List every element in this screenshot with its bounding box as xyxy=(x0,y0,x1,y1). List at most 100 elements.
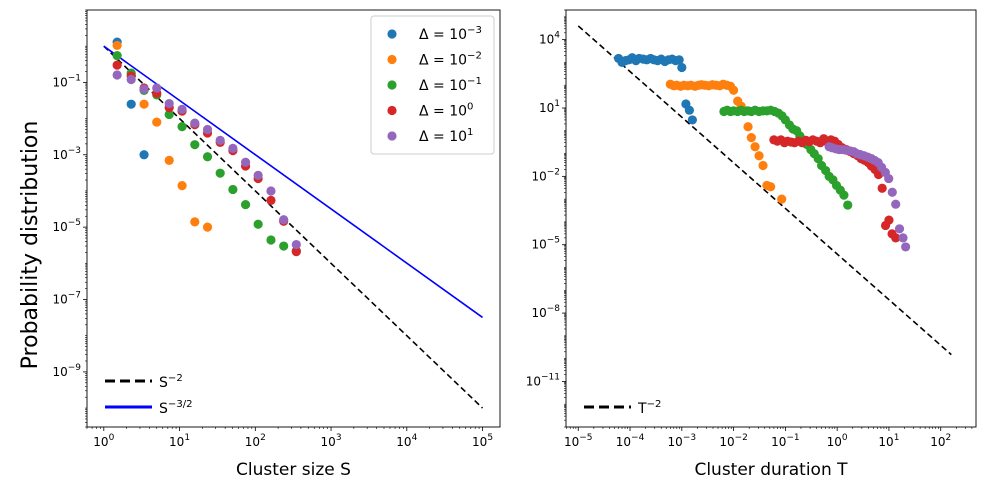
legend-label: Δ = 10−2 xyxy=(419,51,482,69)
legend-label: Δ = 10−1 xyxy=(419,76,482,94)
data-point xyxy=(202,124,213,135)
x-tick-label: 104 xyxy=(396,433,417,449)
x-tick-label: 101 xyxy=(169,433,190,449)
x-tick-label: 10−1 xyxy=(771,433,800,449)
series xyxy=(613,53,697,125)
data-point xyxy=(813,154,823,164)
data-point xyxy=(291,239,301,250)
data-point xyxy=(112,40,122,51)
x-axis-label: Cluster size S xyxy=(236,460,351,480)
data-point xyxy=(291,247,301,257)
legend-marker xyxy=(387,105,397,116)
legend-label: Δ = 100 xyxy=(419,102,473,120)
series xyxy=(665,79,787,204)
data-point xyxy=(126,74,136,85)
data-point xyxy=(215,168,225,178)
minor-ticks xyxy=(564,9,973,429)
legend-box xyxy=(370,15,495,155)
legend-label: T−2 xyxy=(637,399,661,417)
data-point xyxy=(240,199,251,210)
data-point xyxy=(177,181,187,191)
y-tick-label: 10−1 xyxy=(52,73,81,89)
data-point xyxy=(891,233,901,243)
x-tick-label: 100 xyxy=(93,433,114,449)
data-point xyxy=(746,133,756,143)
x-tick-label: 100 xyxy=(827,433,848,449)
y-tick-label: 10−5 xyxy=(52,218,81,234)
data-point xyxy=(202,222,213,232)
data-point xyxy=(266,195,276,205)
y-tick-label: 10−3 xyxy=(52,146,81,162)
data-point xyxy=(139,99,149,109)
legend-label: S−3/2 xyxy=(159,399,193,417)
y-tick-label: 10−9 xyxy=(52,363,81,379)
reference-line xyxy=(103,45,484,319)
data-point xyxy=(279,241,289,251)
x-tick-label: 101 xyxy=(878,433,899,449)
data-point xyxy=(750,142,760,152)
plot-area xyxy=(103,37,484,409)
data-point xyxy=(677,62,687,73)
data-point xyxy=(177,104,187,114)
data-point xyxy=(901,242,911,252)
x-tick-label: 10−2 xyxy=(719,433,748,449)
y-tick-label: 10−7 xyxy=(52,291,81,307)
x-tick-label: 102 xyxy=(930,433,951,449)
data-point xyxy=(164,109,174,120)
axes-frame xyxy=(86,9,501,428)
data-point xyxy=(279,215,289,225)
data-point xyxy=(112,50,122,61)
y-tick-label: 10−5 xyxy=(531,236,560,252)
data-point xyxy=(253,170,263,180)
data-point xyxy=(777,194,787,204)
data-point xyxy=(190,140,200,150)
x-tick-label: 105 xyxy=(472,433,493,449)
x-tick-label: 102 xyxy=(245,433,266,449)
legend-marker xyxy=(387,80,397,90)
data-point xyxy=(266,186,276,196)
x-tick-label: 10−5 xyxy=(564,433,593,449)
data-point xyxy=(839,190,849,200)
data-point xyxy=(766,182,776,192)
data-point xyxy=(164,98,174,109)
data-point xyxy=(266,235,276,245)
axes-frame xyxy=(565,9,977,428)
data-point xyxy=(898,233,908,243)
data-point xyxy=(177,121,187,132)
legend-label: Δ = 101 xyxy=(419,127,473,145)
data-point xyxy=(684,105,694,115)
data-point xyxy=(139,84,149,94)
series xyxy=(719,105,853,210)
data-point xyxy=(253,219,263,229)
line-legend: S−2 S−3/2 xyxy=(105,373,193,417)
y-axis-label: Probability distribution xyxy=(18,121,43,370)
data-point xyxy=(728,85,739,95)
data-point xyxy=(687,115,697,125)
legend-label: Δ = 10−3 xyxy=(419,25,482,43)
data-point xyxy=(843,200,853,210)
data-point xyxy=(228,184,238,195)
data-point xyxy=(894,224,905,234)
data-point xyxy=(891,199,901,209)
data-point xyxy=(190,118,200,128)
data-point xyxy=(743,122,753,132)
data-point xyxy=(152,83,162,93)
data-point xyxy=(164,155,174,165)
y-tick-label: 104 xyxy=(539,31,560,47)
x-tick-label: 10−4 xyxy=(616,433,645,449)
y-tick-label: 10−8 xyxy=(531,304,560,320)
data-point xyxy=(112,70,122,80)
duration-distribution-chart: 10−5 10−4 10−3 10−2 10−1 100 101 102 10−11 10−8 10… xyxy=(526,9,977,480)
data-point xyxy=(884,173,894,184)
data-point xyxy=(674,55,684,65)
data-point xyxy=(112,60,122,70)
data-point xyxy=(240,157,251,167)
data-point xyxy=(126,99,136,109)
data-point xyxy=(228,143,238,153)
data-point xyxy=(758,160,768,171)
data-point xyxy=(202,152,213,162)
legend-marker xyxy=(387,29,397,39)
legend-marker xyxy=(387,131,397,141)
size-distribution-chart: 100 101 102 103 104 105 10−9 10−7 10−5 10−3 10−1 Cl… xyxy=(52,9,501,480)
